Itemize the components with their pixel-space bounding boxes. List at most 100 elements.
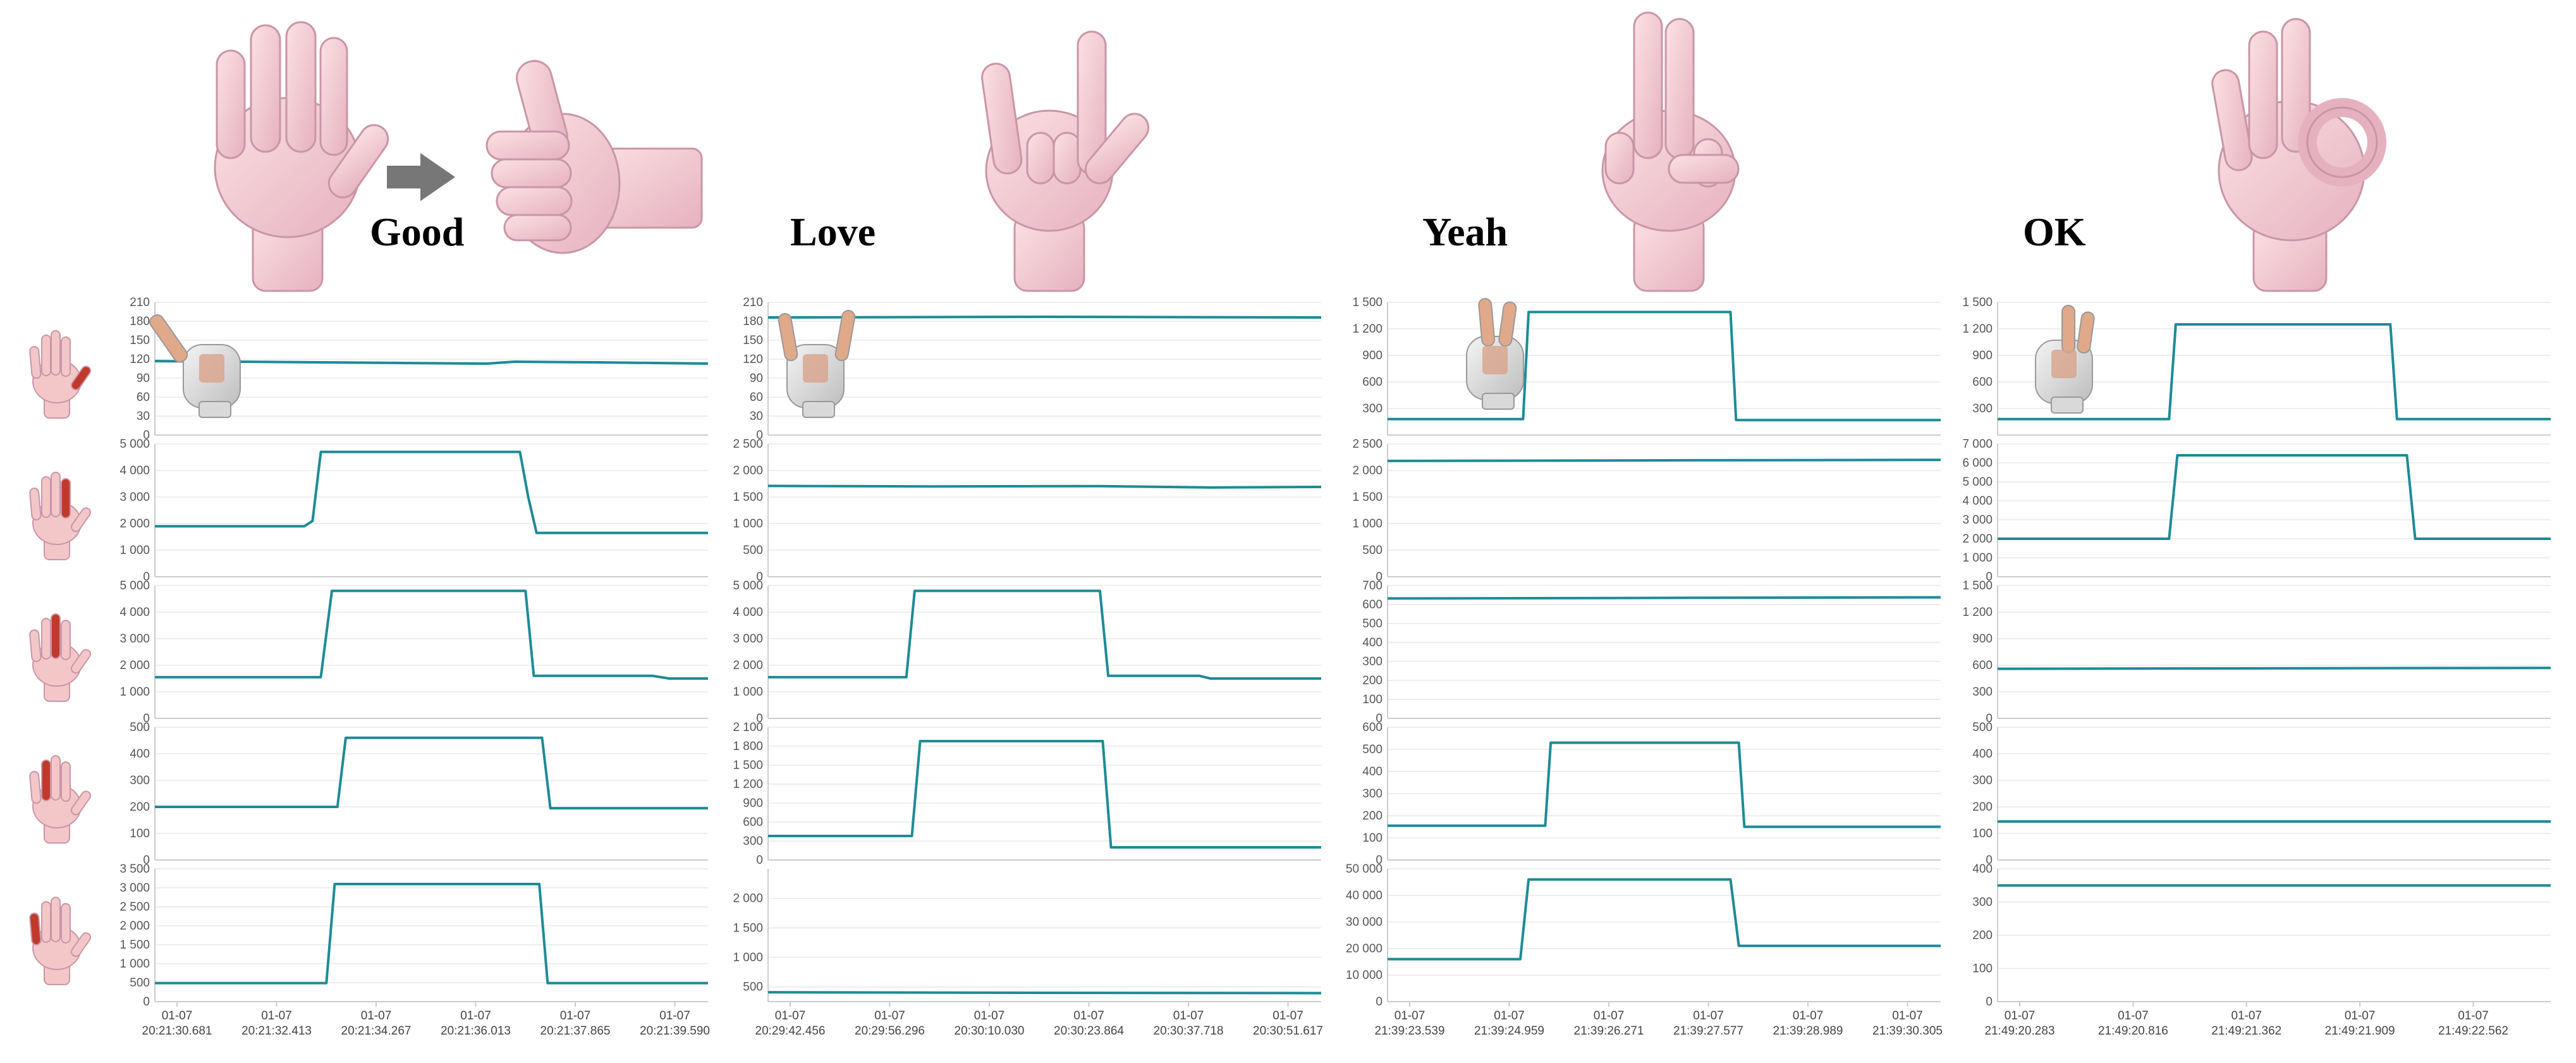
y-tick-label: 1 000 (733, 685, 763, 699)
y-tick-label: 900 (1972, 349, 1993, 362)
y-tick-label: 300 (1972, 896, 1993, 909)
y-tick-label: 0 (143, 712, 150, 725)
y-tick-label: 0 (756, 429, 763, 442)
y-tick-label: 2 100 (733, 721, 763, 734)
y-tick-label: 400 (1362, 636, 1383, 649)
y-tick-label: 600 (1972, 376, 1993, 389)
gloved-hand-photo-icon (2035, 305, 2095, 414)
series-line-middle (1387, 596, 1941, 600)
charts-grid: 0 30 60 90 120 150 180 210 0 1 000 2 000 3 000 4 000… (119, 296, 2551, 1038)
y-tick-label: 1 500 (119, 938, 150, 952)
y-tick-label: 40 000 (1346, 889, 1383, 902)
gesture-label-yeah: Yeah (1422, 209, 1508, 254)
y-tick-label: 90 (750, 372, 763, 385)
panel-index: 0 500 1 000 1 500 2 000 2 500 (1352, 438, 1941, 584)
x-tick-label: 20:21:37.865 (540, 1024, 611, 1038)
y-tick-label: 900 (743, 797, 763, 810)
x-tick-label: 01-07 (1395, 1009, 1425, 1023)
y-tick-label: 20 000 (1346, 942, 1383, 955)
x-tick-label: 01-07 (2231, 1009, 2262, 1023)
y-tick-label: 1 000 (1962, 551, 1993, 565)
panel-middle: 0 1 000 2 000 3 000 4 000 5 000 (733, 579, 1321, 725)
y-tick-label: 100 (1972, 827, 1993, 840)
y-tick-label: 1 000 (119, 544, 150, 557)
y-tick-label: 300 (743, 835, 763, 848)
y-tick-label: 0 (1376, 995, 1383, 1009)
series-line-ring (1388, 741, 1941, 828)
y-tick-label: 1 500 (733, 921, 763, 935)
panel-index: 0 1 000 2 000 3 000 4 000 5 000 6 000 7 000 (1962, 438, 2551, 584)
y-tick-label: 60 (137, 391, 150, 404)
x-tick-label: 20:30:10.030 (955, 1024, 1025, 1038)
series-line-thumb (1388, 310, 1941, 422)
y-tick-label: 0 (1376, 854, 1383, 867)
panel-thumb: 0 30 60 90 120 150 180 210 (743, 296, 1322, 442)
finger-icon-column (29, 330, 92, 985)
y-tick-label: 1 500 (733, 491, 763, 504)
series-line-thumb (1998, 323, 2551, 421)
y-tick-label: 7 000 (1962, 438, 1993, 451)
x-tick-label: 01-07 (560, 1009, 591, 1023)
y-tick-label: 300 (1972, 685, 1993, 699)
y-tick-label: 900 (1972, 632, 1993, 646)
y-tick-label: 300 (1362, 787, 1383, 801)
x-tick-label: 01-07 (460, 1009, 491, 1023)
y-tick-label: 0 (1986, 712, 1993, 725)
y-tick-label: 0 (1986, 995, 1993, 1009)
x-tick-label: 01-07 (1494, 1009, 1525, 1023)
x-tick-label: 01-07 (1793, 1009, 1824, 1023)
y-tick-label: 300 (1972, 402, 1993, 415)
y-tick-label: 3 000 (119, 882, 150, 895)
series-line-middle (155, 589, 708, 680)
y-tick-label: 120 (130, 353, 150, 366)
panel-index: 0 500 1 000 1 500 2 000 2 500 (733, 438, 1322, 584)
panel-little: 500 1 000 1 500 2 000 (733, 869, 1322, 1002)
x-tick-label: 01-07 (2458, 1009, 2489, 1023)
y-tick-label: 0 (143, 429, 150, 442)
y-tick-label: 1 000 (119, 957, 150, 971)
x-tick-label: 01-07 (659, 1009, 690, 1023)
y-tick-label: 2 500 (119, 900, 150, 914)
y-tick-label: 210 (130, 296, 150, 309)
y-tick-label: 3 500 (119, 863, 150, 876)
y-tick-label: 5 000 (733, 579, 763, 593)
x-tick-label: 20:21:30.681 (142, 1024, 212, 1038)
y-tick-label: 0 (143, 570, 150, 584)
ok-sign-hand-icon (2211, 18, 2386, 292)
y-tick-label: 5 000 (1962, 476, 1993, 489)
x-tick-label: 01-07 (974, 1009, 1005, 1023)
y-tick-label: 200 (130, 801, 150, 814)
y-tick-label: 1 000 (733, 951, 763, 964)
finger-highlight-hand-icon (29, 472, 92, 560)
finger-highlight-hand-icon (29, 897, 92, 985)
y-tick-label: 400 (130, 747, 150, 761)
y-tick-label: 200 (1972, 929, 1993, 942)
y-tick-label: 6 000 (1962, 457, 1993, 470)
y-tick-label: 600 (1362, 598, 1383, 611)
y-tick-label: 600 (1972, 659, 1993, 672)
series-line-ring (155, 736, 708, 810)
y-tick-label: 0 (143, 854, 150, 867)
panel-thumb: 300 600 900 1 200 1 500 (1352, 296, 1941, 436)
x-tick-label: 20:29:42.456 (755, 1024, 826, 1038)
y-tick-label: 2 000 (733, 892, 763, 906)
y-tick-label: 0 (756, 570, 763, 584)
gesture-label-good: Good (370, 209, 464, 254)
x-tick-label: 20:30:23.864 (1054, 1024, 1124, 1038)
series-line-ring (768, 740, 1321, 849)
y-tick-label: 30 (750, 410, 763, 423)
y-tick-label: 200 (1362, 674, 1383, 687)
x-tick-label: 01-07 (874, 1009, 905, 1023)
x-tick-label: 01-07 (775, 1009, 806, 1023)
x-tick-label: 01-07 (1594, 1009, 1625, 1023)
y-tick-label: 1 500 (1352, 491, 1383, 504)
series-line-index (1387, 458, 1941, 462)
x-tick-label: 20:21:39.590 (640, 1024, 710, 1038)
y-tick-label: 2 000 (733, 464, 763, 477)
x-tick-label: 20:30:51.617 (1253, 1024, 1323, 1038)
panel-middle: 0 1 000 2 000 3 000 4 000 5 000 (119, 579, 708, 725)
x-tick-label: 21:39:24.959 (1474, 1024, 1544, 1038)
y-tick-label: 4 000 (733, 606, 763, 619)
finger-highlight-hand-icon (29, 755, 92, 844)
